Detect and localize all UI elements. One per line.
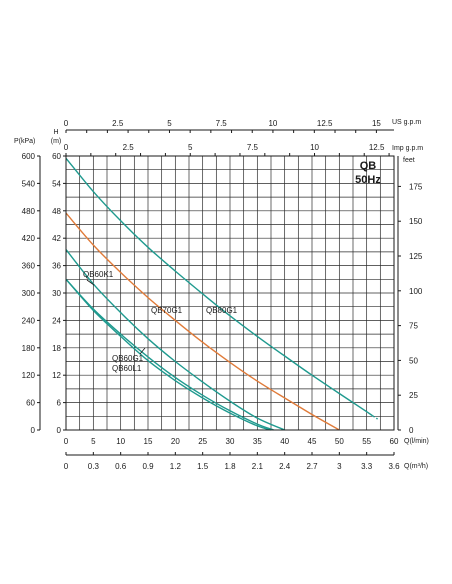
head-tick-label: 42	[52, 234, 61, 243]
flow-lmin-tick-label: 20	[171, 437, 180, 446]
curve-qb60g1	[65, 278, 274, 431]
flow-m3h-tick-label: 2.4	[279, 462, 291, 471]
us-gpm-tick-label: 7.5	[216, 119, 228, 128]
flow-lmin-tick-label: 50	[335, 437, 344, 446]
us-gpm-tick-label: 0	[64, 119, 69, 128]
curve-qb60l1	[65, 278, 272, 431]
flow-lmin-tick-label: 25	[198, 437, 207, 446]
curve-qb80g1-dashed	[371, 414, 378, 420]
flow-lmin-tick-label: 40	[280, 437, 289, 446]
feet-tick-label: 100	[409, 287, 423, 296]
flow-m3h-tick-label: 1.5	[197, 462, 209, 471]
grid	[66, 156, 394, 430]
flow-m3h-tick-label: 1.2	[170, 462, 182, 471]
curve-label-leader	[86, 279, 95, 286]
pressure-tick-label: 180	[22, 344, 36, 353]
pressure-tick-label: 0	[31, 426, 36, 435]
head-tick-label: 54	[52, 179, 61, 188]
flow-lmin-tick-label: 35	[253, 437, 262, 446]
chart-title: QB	[360, 160, 377, 172]
flow-m3h-tick-label: 3.6	[388, 462, 400, 471]
imp-gpm-tick-label: 7.5	[247, 143, 259, 152]
curve-label-qb60l1: QB60L1	[112, 364, 142, 373]
curve-qb70g1	[65, 212, 340, 431]
pressure-tick-label: 480	[22, 207, 36, 216]
feet-tick-label: 0	[409, 426, 414, 435]
us-gpm-tick-label: 2.5	[112, 119, 124, 128]
pressure-tick-label: 540	[22, 179, 36, 188]
flow-m3h-axis-label: Q(m³/h)	[404, 463, 428, 470]
chart-subtitle: 50Hz	[355, 174, 381, 186]
head-tick-label: 6	[57, 399, 62, 408]
flow-m3h-tick-label: 1.8	[224, 462, 236, 471]
flow-m3h-tick-label: 0.6	[115, 462, 127, 471]
flow-lmin-tick-label: 60	[390, 437, 399, 446]
curve-label-qb60k1: QB60K1	[83, 270, 114, 279]
flow-lmin-tick-label: 30	[226, 437, 235, 446]
imp-gpm-tick-label: 12.5	[369, 143, 385, 152]
flow-lmin-tick-label: 0	[64, 437, 69, 446]
feet-tick-label: 50	[409, 356, 418, 365]
head-tick-label: 24	[52, 316, 61, 325]
flow-m3h-tick-label: 2.7	[306, 462, 318, 471]
imp-gpm-tick-label: 2.5	[123, 143, 135, 152]
pressure-tick-label: 420	[22, 234, 36, 243]
flow-lmin-axis-label: Q(l/min)	[404, 438, 429, 445]
pressure-tick-label: 360	[22, 262, 36, 271]
feet-axis-label: feet	[403, 157, 415, 164]
flow-m3h-tick-label: 3.3	[361, 462, 373, 471]
flow-m3h-tick-label: 0	[64, 462, 69, 471]
us-gpm-axis-label: US g.p.m	[392, 119, 421, 126]
flow-lmin-tick-label: 10	[116, 437, 125, 446]
head-tick-label: 12	[52, 371, 61, 380]
pressure-tick-label: 240	[22, 316, 36, 325]
flow-m3h-tick-label: 3	[337, 462, 342, 471]
pressure-tick-label: 600	[22, 152, 36, 161]
feet-tick-label: 125	[409, 252, 423, 261]
feet-tick-label: 75	[409, 322, 418, 331]
curve-label-qb60g1: QB60G1	[112, 354, 144, 363]
pressure-tick-label: 120	[22, 371, 36, 380]
pressure-axis-label: P(kPa)	[14, 138, 35, 145]
head-tick-label: 36	[52, 262, 61, 271]
imp-gpm-tick-label: 10	[310, 143, 319, 152]
feet-tick-label: 175	[409, 182, 423, 191]
head-tick-label: 0	[57, 426, 62, 435]
us-gpm-tick-label: 12.5	[317, 119, 333, 128]
pressure-tick-label: 60	[26, 399, 35, 408]
flow-lmin-tick-label: 55	[362, 437, 371, 446]
feet-tick-label: 25	[409, 391, 418, 400]
imp-gpm-tick-label: 0	[64, 143, 69, 152]
imp-gpm-axis-label: Imp g.p.m	[392, 145, 423, 152]
head-tick-label: 60	[52, 152, 61, 161]
us-gpm-tick-label: 15	[372, 119, 381, 128]
head-tick-label: 18	[52, 344, 61, 353]
us-gpm-tick-label: 10	[268, 119, 277, 128]
flow-m3h-tick-label: 0.3	[88, 462, 100, 471]
pressure-tick-label: 300	[22, 289, 36, 298]
flow-lmin-tick-label: 15	[144, 437, 153, 446]
curve-label-qb70g1: QB70G1	[151, 306, 183, 315]
flow-m3h-tick-label: 2.1	[252, 462, 264, 471]
flow-m3h-tick-label: 0.9	[142, 462, 154, 471]
curve-qb60k1	[65, 249, 285, 431]
axes: 0601201802403003604204805406000612182430…	[22, 119, 423, 471]
pump-curves	[65, 157, 378, 431]
head-axis-label-line1: H	[53, 129, 58, 136]
flow-lmin-tick-label: 5	[91, 437, 96, 446]
feet-tick-label: 150	[409, 217, 423, 226]
curve-label-leader	[139, 347, 146, 355]
head-tick-label: 30	[52, 289, 61, 298]
us-gpm-tick-label: 5	[167, 119, 172, 128]
curve-qb80g1	[65, 157, 373, 416]
head-tick-label: 48	[52, 207, 61, 216]
imp-gpm-tick-label: 5	[188, 143, 193, 152]
curve-label-qb80g1: QB80G1	[206, 306, 238, 315]
flow-lmin-tick-label: 45	[308, 437, 317, 446]
head-axis-label-line2: (m)	[51, 138, 62, 145]
